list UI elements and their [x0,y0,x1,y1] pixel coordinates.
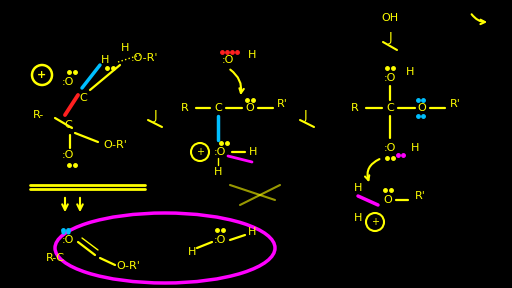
Text: +: + [371,217,379,227]
Text: C: C [64,120,72,130]
Text: .O-R': .O-R' [131,53,159,63]
Text: J: J [388,31,392,45]
Text: O: O [383,195,392,205]
Text: H: H [101,55,109,65]
Text: H: H [354,183,362,193]
Text: H: H [249,147,257,157]
Text: :O: :O [62,77,74,87]
Text: R-: R- [32,110,44,120]
Text: :O: :O [214,235,226,245]
Text: J: J [303,109,307,122]
FancyArrowPatch shape [472,14,485,24]
Text: :O: :O [62,150,74,160]
Text: :O: :O [384,143,396,153]
Text: H: H [248,227,256,237]
Text: O-R': O-R' [116,261,140,271]
Text: H: H [188,247,196,257]
Text: J: J [153,109,157,122]
Text: R-C: R-C [46,253,65,263]
Text: :O: :O [214,147,226,157]
Text: O: O [418,103,426,113]
Text: OH: OH [381,13,398,23]
Text: :O: :O [62,235,74,245]
FancyArrowPatch shape [365,159,379,180]
Text: R: R [181,103,189,113]
Text: +: + [196,147,204,157]
FancyArrowPatch shape [230,70,244,93]
Text: O: O [246,103,254,113]
Text: H: H [411,143,419,153]
Text: H: H [248,50,256,60]
Text: C: C [386,103,394,113]
Text: C: C [214,103,222,113]
Text: R': R' [415,191,425,201]
Text: H: H [406,67,414,77]
Text: H: H [354,213,362,223]
Text: C: C [79,93,87,103]
Text: H: H [121,43,129,53]
Text: R': R' [276,99,287,109]
Text: :O: :O [222,55,234,65]
Text: R': R' [450,99,460,109]
Text: +: + [37,70,47,80]
Text: H: H [214,167,222,177]
Text: :O: :O [384,73,396,83]
Text: O-R': O-R' [103,140,127,150]
Text: R: R [351,103,359,113]
